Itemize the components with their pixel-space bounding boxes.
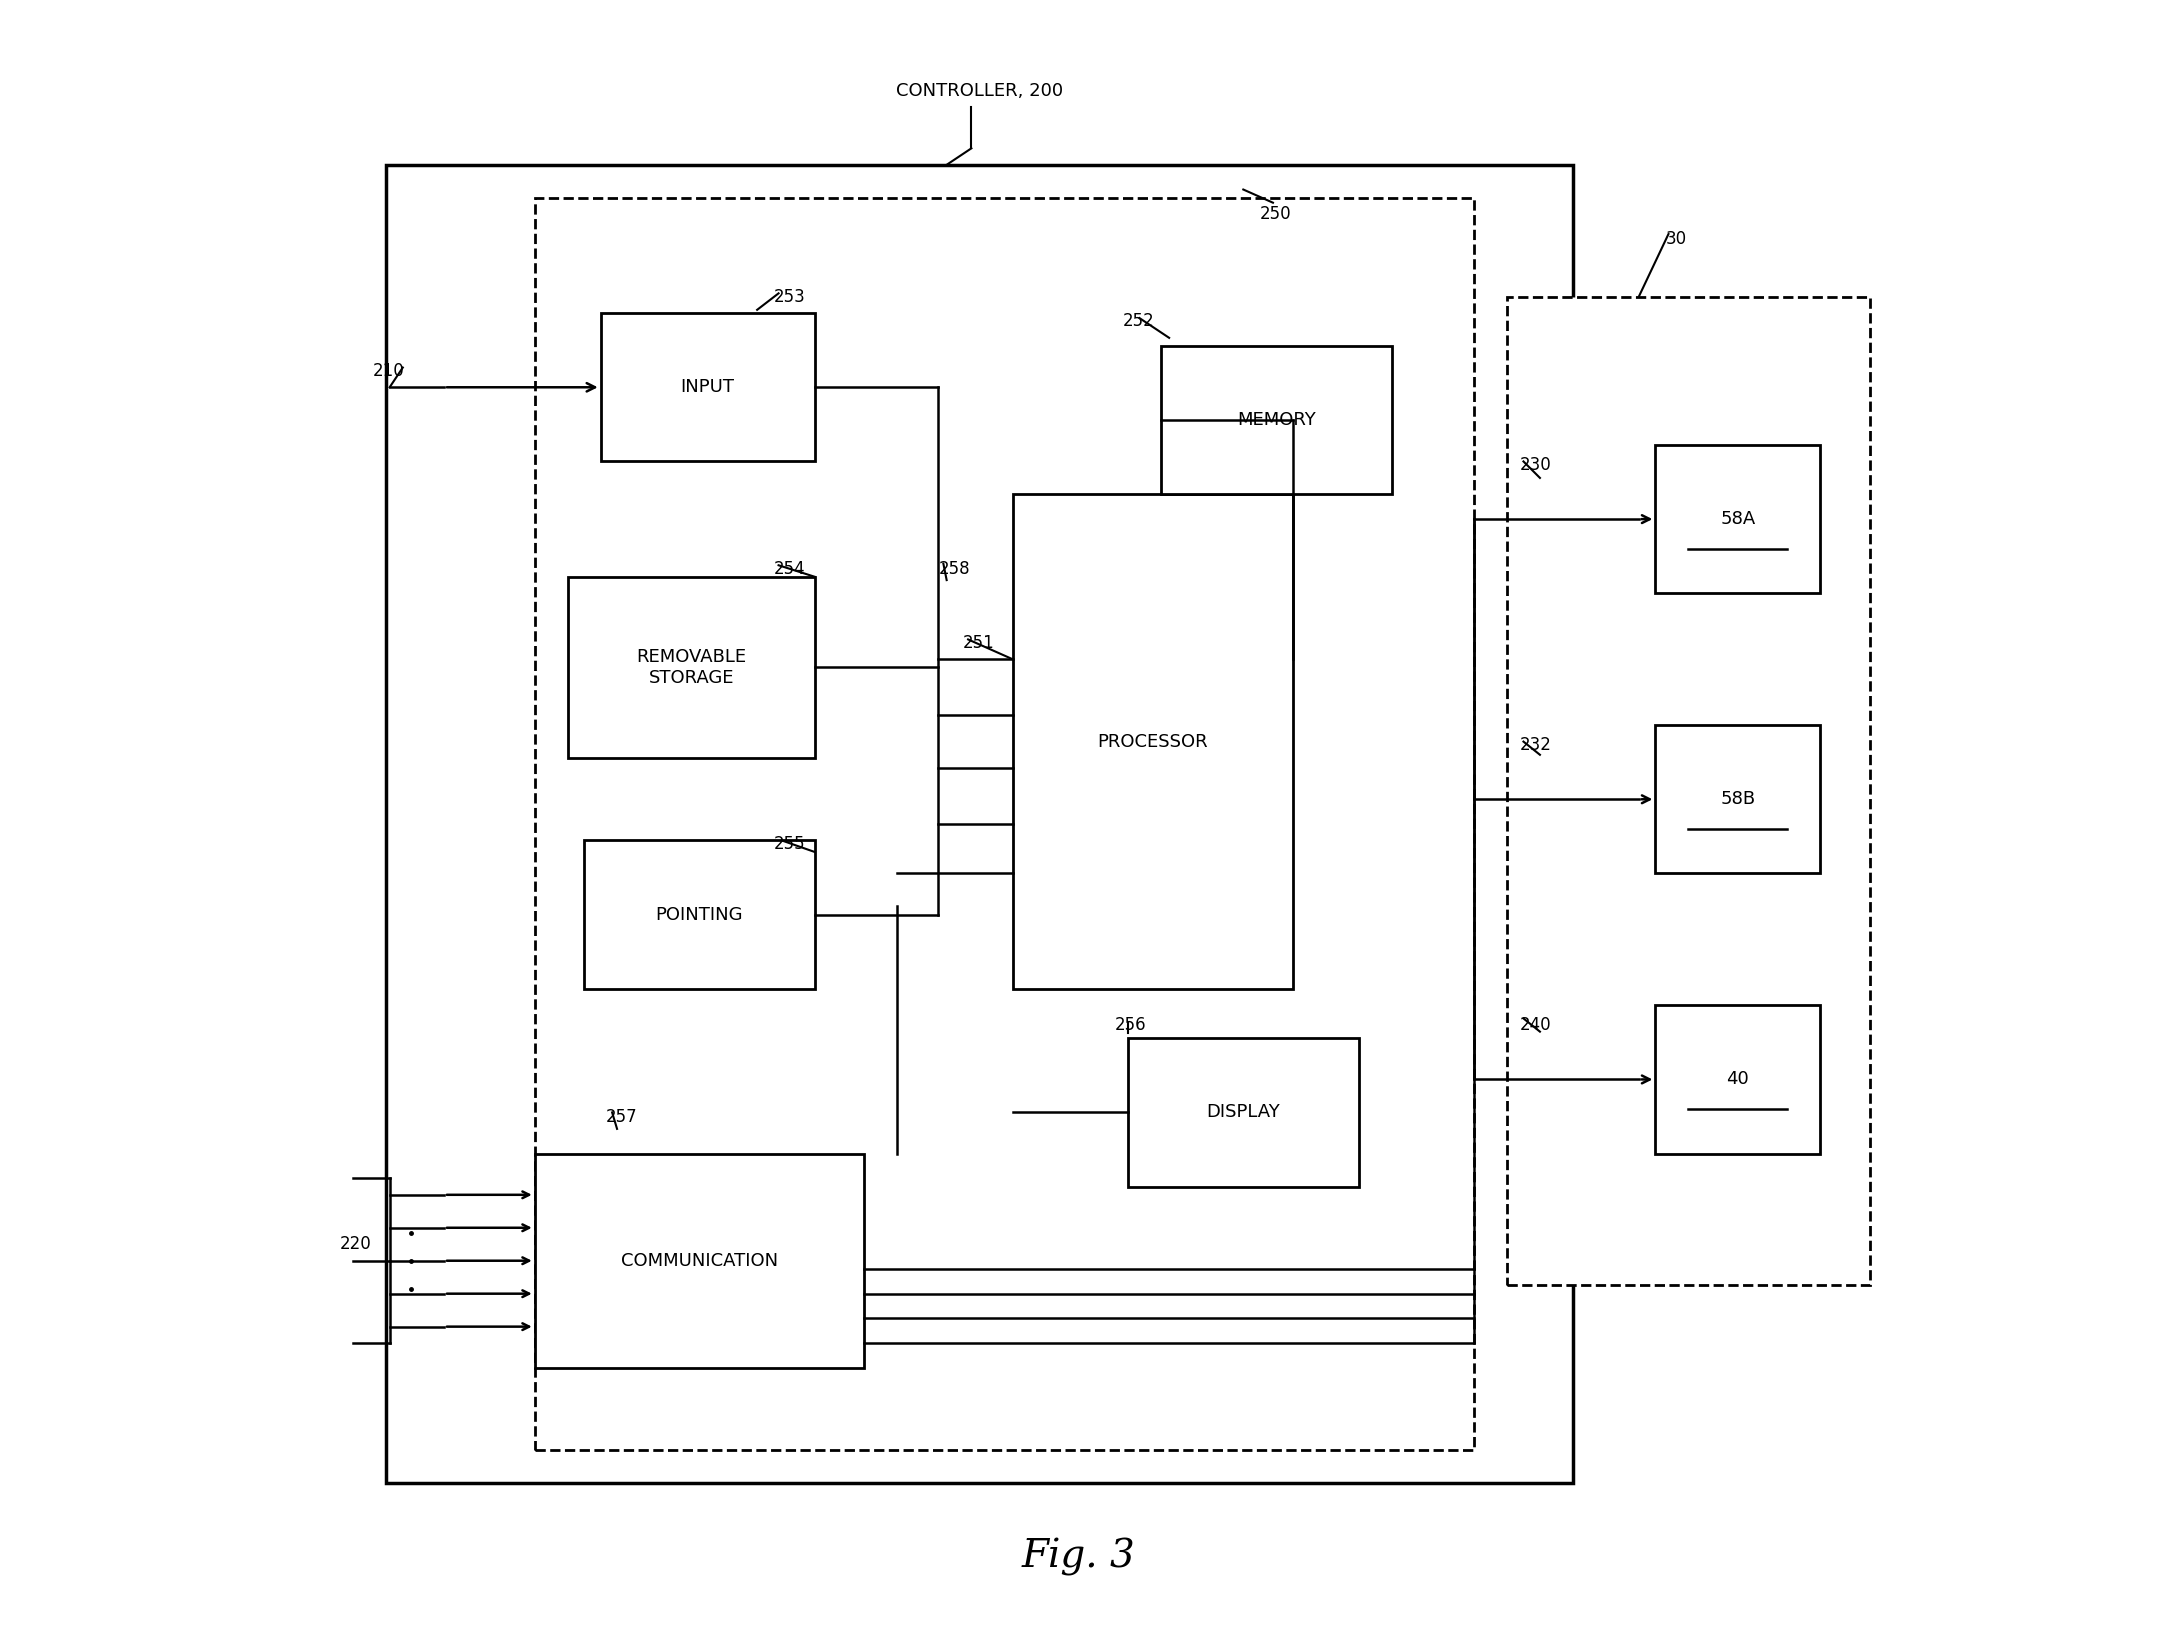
Text: CONTROLLER, 200: CONTROLLER, 200 <box>895 82 1063 99</box>
Text: INPUT: INPUT <box>682 379 736 396</box>
Text: 58B: 58B <box>1719 791 1756 808</box>
Text: 30: 30 <box>1665 231 1687 247</box>
Text: 252: 252 <box>1124 313 1154 330</box>
Bar <box>585 840 815 989</box>
Text: POINTING: POINTING <box>656 906 744 923</box>
Bar <box>600 313 815 461</box>
Text: 250: 250 <box>1260 206 1292 222</box>
Text: 230: 230 <box>1521 456 1551 473</box>
Text: 210: 210 <box>373 363 406 379</box>
Text: COMMUNICATION: COMMUNICATION <box>621 1252 779 1269</box>
Text: 58A: 58A <box>1719 511 1756 527</box>
Bar <box>535 1154 865 1368</box>
Text: 254: 254 <box>774 560 805 577</box>
Text: 240: 240 <box>1521 1017 1551 1033</box>
Bar <box>1160 346 1391 494</box>
Bar <box>1012 494 1292 989</box>
Bar <box>1654 1005 1821 1154</box>
Text: PROCESSOR: PROCESSOR <box>1098 733 1208 750</box>
Text: 40: 40 <box>1726 1071 1749 1088</box>
Bar <box>1128 1038 1359 1187</box>
Text: 232: 232 <box>1521 737 1553 753</box>
Text: 220: 220 <box>341 1236 371 1252</box>
Bar <box>567 577 815 758</box>
Bar <box>1508 297 1870 1285</box>
Text: 258: 258 <box>938 560 971 577</box>
Text: 253: 253 <box>774 288 805 305</box>
Text: REMOVABLE
STORAGE: REMOVABLE STORAGE <box>636 648 746 687</box>
Bar <box>1654 445 1821 593</box>
Bar <box>1654 725 1821 873</box>
Bar <box>386 165 1572 1483</box>
Text: 256: 256 <box>1115 1017 1145 1033</box>
Text: MEMORY: MEMORY <box>1236 412 1316 428</box>
Text: Fig. 3: Fig. 3 <box>1022 1538 1135 1577</box>
Text: 251: 251 <box>964 634 994 651</box>
Text: 257: 257 <box>606 1109 636 1126</box>
Bar <box>535 198 1473 1450</box>
Text: DISPLAY: DISPLAY <box>1206 1104 1279 1121</box>
Text: 255: 255 <box>774 836 805 852</box>
